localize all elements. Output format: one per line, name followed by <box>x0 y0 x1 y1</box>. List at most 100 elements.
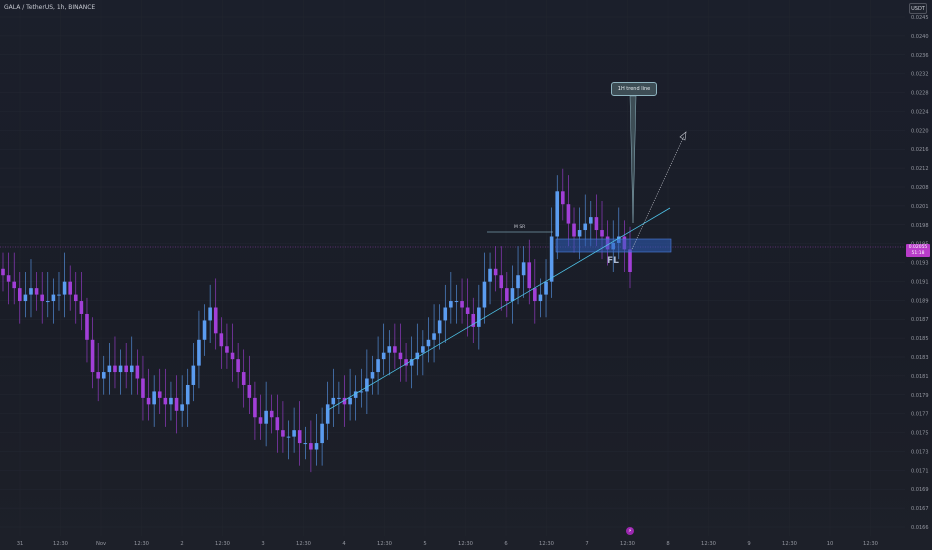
candle-body <box>454 301 459 303</box>
candle-body <box>516 275 520 289</box>
trend-callout-pointer <box>629 95 637 224</box>
candle-body <box>348 397 352 405</box>
candle-body <box>169 397 173 405</box>
time-tick-label: 7 <box>585 541 588 547</box>
candle-body <box>292 430 296 437</box>
price-tick-label: 0.0232 <box>911 72 929 78</box>
candle-body <box>68 281 72 295</box>
candle-body <box>393 346 397 353</box>
projection-arrow <box>631 135 685 250</box>
candle-body <box>583 223 588 231</box>
candle-body <box>415 352 420 360</box>
price-tick-label: 0.0173 <box>911 449 929 455</box>
candle-body <box>12 281 16 289</box>
candle-body <box>376 359 380 373</box>
candle-body <box>79 301 84 314</box>
price-tick-label: 0.0191 <box>911 279 929 285</box>
candle-body <box>521 262 526 276</box>
candle-body <box>359 391 364 393</box>
candle-body <box>180 404 184 411</box>
time-tick-label: 12:30 <box>377 541 392 547</box>
candle-body <box>197 339 201 366</box>
symbol-title[interactable]: GALA / TetherUS, 1h, BINANCE <box>4 4 96 11</box>
price-tick-label: 0.0201 <box>911 204 929 210</box>
fl-label: FL <box>607 256 619 266</box>
time-tick-label: 9 <box>747 541 750 547</box>
price-chart[interactable] <box>0 0 905 536</box>
candle-body <box>449 301 453 308</box>
events-lightning-icon[interactable]: ⚡ <box>626 527 634 535</box>
candle-body <box>230 352 235 360</box>
candle-body <box>163 397 168 405</box>
fl-support-zone <box>555 238 672 253</box>
time-tick-label: 12:30 <box>539 541 554 547</box>
price-tick-label: 0.0216 <box>911 147 929 153</box>
candle-body <box>342 397 347 405</box>
candle-body <box>432 333 436 340</box>
candle-body <box>566 204 571 224</box>
candle-body <box>600 230 604 237</box>
time-tick-label: 8 <box>666 541 669 547</box>
candle-body <box>107 365 112 373</box>
candle-body <box>90 339 95 373</box>
candle-body <box>264 410 268 424</box>
candle-body <box>561 191 565 205</box>
candle-body <box>118 365 123 373</box>
candle-body <box>6 275 11 282</box>
time-tick-label: 5 <box>423 541 426 547</box>
candle-body <box>628 249 632 272</box>
candle-body <box>152 391 156 405</box>
time-tick-label: 12:30 <box>296 541 311 547</box>
time-tick-label: 4 <box>342 541 346 547</box>
price-tick-label: 0.0185 <box>911 336 929 342</box>
candle-body <box>325 404 330 424</box>
candle-body <box>202 320 207 340</box>
candle-body <box>594 217 599 231</box>
time-tick-label: 2 <box>180 541 183 547</box>
price-tick-label: 0.0198 <box>911 223 929 229</box>
price-tick-label: 0.0167 <box>911 506 929 512</box>
candle-body <box>51 294 56 302</box>
time-tick-label: 10 <box>827 541 834 547</box>
candle-body <box>460 301 464 308</box>
price-axis[interactable]: 0.0245 0.0240 0.0236 0.0232 0.0228 0.0224 0.02… <box>905 0 932 550</box>
time-tick-label: 3 <box>261 541 264 547</box>
candle-body <box>146 397 151 405</box>
candle-body <box>488 268 492 282</box>
candle-body <box>34 288 39 295</box>
time-axis[interactable]: 31 12:30 Nov 12:30 2 12:30 3 12:30 4 12:30 5 12:30 6… <box>0 536 905 550</box>
candle-body <box>253 397 257 418</box>
trend-line-callout[interactable]: 1H trend line <box>611 82 657 96</box>
candle-body <box>370 372 375 379</box>
time-tick-label: 12:30 <box>620 541 635 547</box>
price-tick-label: 0.0193 <box>911 261 929 267</box>
candle-body <box>465 307 470 314</box>
candle-body <box>219 333 224 347</box>
candle-body <box>303 443 308 445</box>
candle-body <box>538 294 543 302</box>
current-price-value: 0.02055 <box>908 245 928 250</box>
candle-body <box>297 430 302 444</box>
time-tick-label: 12:30 <box>782 541 797 547</box>
candle-body <box>213 307 218 334</box>
candle-body <box>555 191 560 237</box>
candle-body <box>85 313 89 340</box>
candle-body <box>236 359 240 373</box>
candle-body <box>404 359 408 366</box>
time-tick-label: 12:30 <box>701 541 716 547</box>
candle-body <box>320 423 324 444</box>
candle-body <box>409 359 414 366</box>
price-tick-label: 0.0236 <box>911 53 929 59</box>
candle-body <box>577 230 582 237</box>
candle-body <box>45 301 50 303</box>
candle-body <box>527 262 532 289</box>
candle-body <box>549 236 554 282</box>
candle-body <box>309 443 313 450</box>
candle-countdown: 51:18 <box>911 250 925 256</box>
price-tick-label: 0.0228 <box>911 91 929 97</box>
currency-button[interactable]: USDT <box>909 3 927 14</box>
candle-body <box>29 288 33 295</box>
candle-body <box>421 346 425 353</box>
price-tick-label: 0.0171 <box>911 468 929 474</box>
candle-body <box>208 307 212 321</box>
